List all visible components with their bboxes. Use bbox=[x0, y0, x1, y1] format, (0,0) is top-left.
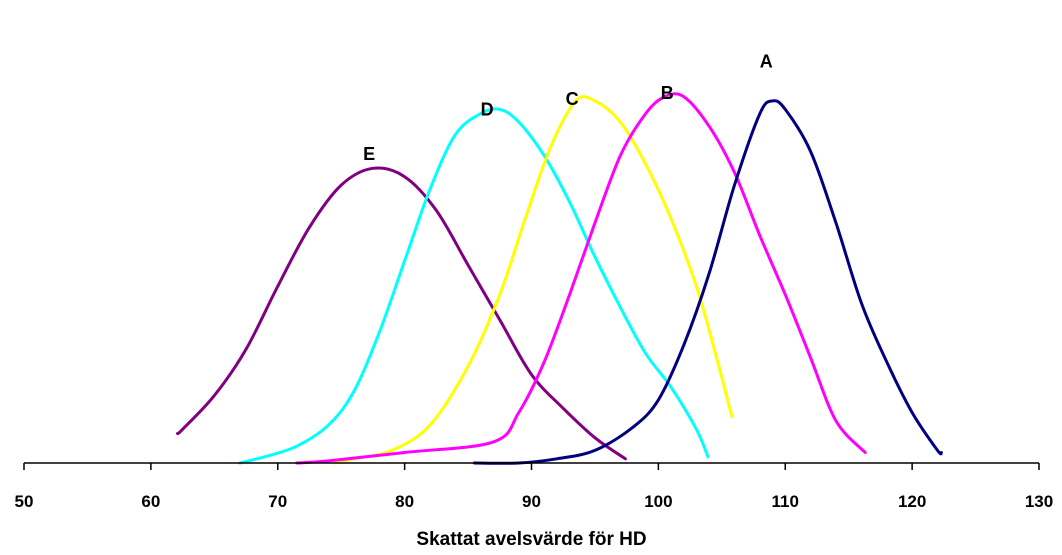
series-label-d: D bbox=[481, 100, 494, 120]
x-axis-ticks bbox=[23, 463, 1040, 470]
x-tick-label-130: 130 bbox=[1025, 492, 1053, 511]
series-line-c bbox=[333, 95, 734, 465]
series-label-c: C bbox=[566, 89, 579, 109]
x-axis-title: Skattat avelsvärde för HD bbox=[416, 529, 646, 550]
series-annotations: A B C D E bbox=[363, 51, 773, 164]
x-tick-label-80: 80 bbox=[395, 492, 414, 511]
x-tick-label-100: 100 bbox=[644, 492, 672, 511]
x-tick-label-120: 120 bbox=[898, 492, 926, 511]
x-tick-label-60: 60 bbox=[141, 492, 160, 511]
series-line-a bbox=[472, 99, 943, 465]
x-tick-label-70: 70 bbox=[268, 492, 287, 511]
series-line-e bbox=[176, 166, 627, 461]
x-tick-label-50: 50 bbox=[15, 492, 34, 511]
series-line-d bbox=[238, 107, 710, 465]
series-label-a: A bbox=[760, 51, 773, 71]
series-label-b: B bbox=[661, 83, 674, 103]
x-axis-tick-labels: 50 60 70 80 90 100 110 120 130 bbox=[15, 492, 1054, 511]
series-label-e: E bbox=[363, 144, 375, 164]
x-tick-label-90: 90 bbox=[522, 492, 541, 511]
series-curves bbox=[176, 92, 943, 465]
x-tick-label-110: 110 bbox=[772, 492, 799, 511]
series-line-b bbox=[295, 92, 867, 465]
